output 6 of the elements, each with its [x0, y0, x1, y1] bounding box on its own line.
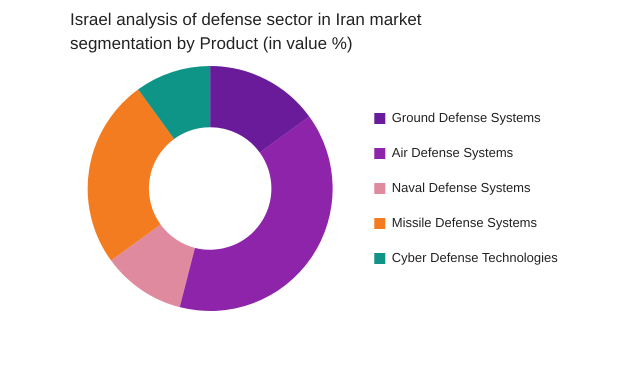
legend-label: Cyber Defense Technologies — [392, 250, 558, 266]
chart-title: Israel analysis of defense sector in Iran market segmentation by Product (in value %) — [70, 9, 422, 55]
legend-label: Naval Defense Systems — [392, 180, 532, 196]
legend-label: Missile Defense Systems — [392, 215, 538, 230]
legend-label: Ground Defense Systems — [392, 110, 542, 126]
legend-label: Air Defense Systems — [392, 145, 514, 160]
